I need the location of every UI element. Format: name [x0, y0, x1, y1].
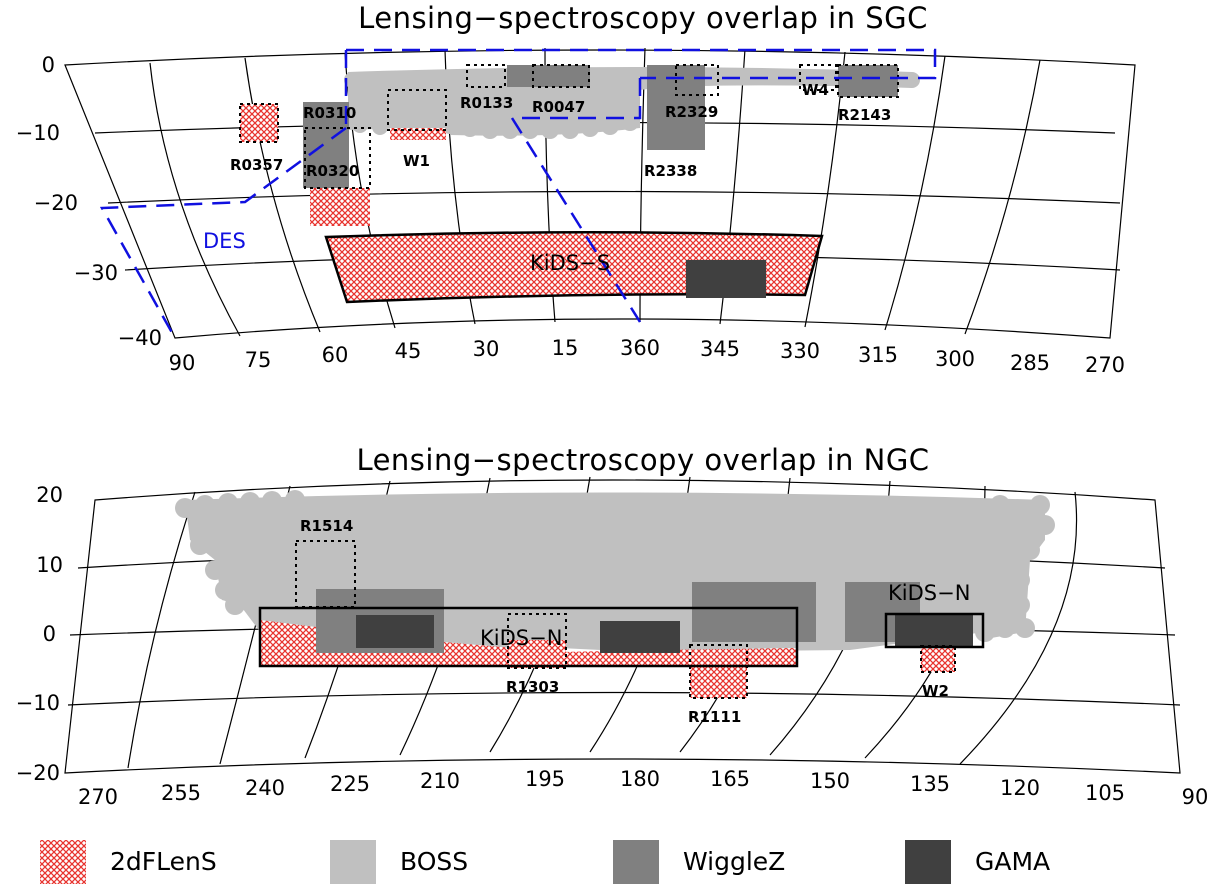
sgc-gama-region: [686, 260, 766, 298]
sgc-ra-tick: 30: [473, 337, 500, 361]
sgc-dec-tick: −20: [34, 191, 78, 215]
sgc-dec-tick: −40: [118, 326, 162, 350]
field-label-r2338: R2338: [644, 162, 697, 180]
sgc-dec-tick: 0: [42, 53, 55, 77]
field-label-r1111: R1111: [688, 708, 741, 726]
ngc-kids-n-footprint: [258, 606, 799, 668]
ngc-ra-tick: 105: [1085, 781, 1125, 805]
ngc-ra-tick: 150: [810, 769, 850, 793]
ngc-gama-regions: [356, 615, 973, 653]
ngc-dec-tick: −10: [16, 691, 60, 715]
legend-label-boss: BOSS: [400, 847, 468, 876]
kids-s-label: KiDS−S: [530, 251, 610, 275]
field-label-r0310: R0310: [303, 104, 356, 122]
sgc-ra-tick: 285: [1010, 351, 1050, 375]
kids-n-label: KiDS−N: [480, 626, 562, 650]
sgc-ra-tick: 60: [322, 343, 349, 367]
sgc-title: Lensing−spectroscopy overlap in SGC: [358, 1, 928, 35]
legend-swatch-wigglez: [613, 840, 659, 884]
sgc-ra-tick: 300: [935, 347, 975, 371]
legend-label-wigglez: WiggleZ: [683, 847, 785, 876]
ngc-dec-tick: −20: [16, 761, 60, 785]
ngc-ra-tick: 90: [1182, 785, 1209, 809]
ngc-ra-tick: 165: [710, 767, 750, 791]
legend-label-2dflens: 2dFLenS: [110, 847, 217, 876]
field-label-r0320: R0320: [306, 162, 359, 180]
ngc-title: Lensing−spectroscopy overlap in NGC: [356, 443, 929, 477]
field-label-r0133: R0133: [460, 94, 513, 112]
ngc-kids-n-footprint-east: [884, 612, 985, 649]
legend: 2dFLenS BOSS WiggleZ GAMA: [40, 840, 1050, 884]
field-label-r0047: R0047: [532, 98, 585, 116]
ngc-ra-tick: 270: [78, 785, 118, 809]
ngc-ra-tick: 240: [245, 776, 285, 800]
field-label-w1: W1: [403, 152, 430, 170]
field-label-r1514: R1514: [300, 517, 353, 535]
sgc-ra-tick: 345: [700, 337, 740, 361]
sgc-ra-tick: 15: [552, 336, 579, 360]
ngc-ra-tick: 225: [330, 772, 370, 796]
sgc-ra-tick: 315: [858, 343, 898, 367]
des-label: DES: [203, 229, 246, 253]
sgc-ra-tick: 360: [620, 336, 660, 360]
ngc-ra-tick: 255: [161, 781, 201, 805]
des-footprint: [99, 48, 937, 339]
ngc-2dflens-regions: [260, 620, 955, 698]
sgc-dec-tick: −10: [16, 121, 60, 145]
ngc-dec-tick: 10: [36, 553, 63, 577]
field-label-r1303: R1303: [506, 678, 559, 696]
ngc-ra-tick: 195: [525, 767, 565, 791]
legend-swatch-gama: [905, 840, 951, 884]
field-label-r2143: R2143: [838, 106, 891, 124]
sgc-ra-tick: 45: [395, 339, 422, 363]
legend-label-gama: GAMA: [975, 847, 1050, 876]
field-label-r2329: R2329: [665, 103, 718, 121]
sgc-ra-tick: 270: [1085, 353, 1125, 377]
field-label-r0357: R0357: [230, 156, 283, 174]
sgc-ra-tick: 330: [780, 339, 820, 363]
legend-swatch-2dflens: [40, 840, 86, 884]
sgc-field-outlines: [239, 64, 899, 189]
field-label-w2: W2: [922, 682, 949, 700]
ngc-dec-tick: 0: [43, 622, 56, 646]
ngc-ra-tick: 210: [420, 769, 460, 793]
sgc-ra-tick: 75: [245, 348, 272, 372]
sgc-dec-tick: −30: [74, 261, 118, 285]
field-label-w4: W4: [802, 81, 829, 99]
kids-n-label-east: KiDS−N: [888, 581, 970, 605]
ngc-dec-tick: 20: [36, 483, 63, 507]
ngc-field-outlines: [295, 540, 956, 699]
ngc-ra-tick: 180: [620, 767, 660, 791]
ngc-ra-tick: 135: [910, 772, 950, 796]
legend-swatch-boss: [330, 840, 376, 884]
ngc-ra-tick: 120: [1000, 776, 1040, 800]
sgc-ra-tick: 90: [169, 351, 196, 375]
